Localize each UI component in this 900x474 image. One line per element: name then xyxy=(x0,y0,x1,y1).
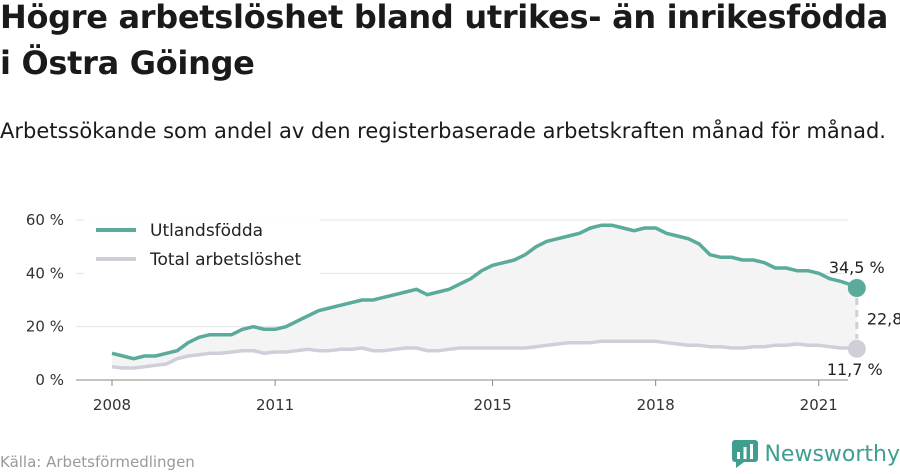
gap-label: 22,8 % xyxy=(867,309,900,328)
legend: Utlandsfödda Total arbetslöshet xyxy=(84,214,320,276)
legend-label-total: Total arbetslöshet xyxy=(149,250,302,270)
brand-name: Newsworthy xyxy=(764,441,900,467)
y-tick-label: 40 % xyxy=(26,264,64,282)
x-tick-label: 2018 xyxy=(637,396,675,414)
end-point-total xyxy=(847,339,866,358)
newsworthy-logo-icon xyxy=(732,440,759,468)
source-note: Källa: Arbetsförmedlingen xyxy=(0,453,195,471)
y-tick-label: 20 % xyxy=(26,318,64,336)
legend-label-utlandsfodda: Utlandsfödda xyxy=(150,221,263,241)
x-tick-label: 2015 xyxy=(473,396,511,414)
end-point-utlandsfodda xyxy=(847,279,866,297)
legend-background xyxy=(84,214,320,276)
axes: 2008 2011 2015 2018 2021 xyxy=(93,380,838,414)
y-tick-label: 60 % xyxy=(26,211,64,229)
line-chart: 0 % 20 % 40 % 60 % 2008 2011 2015 2018 2021 34,… xyxy=(26,211,900,414)
x-tick-label: 2011 xyxy=(256,396,294,414)
gap-area xyxy=(112,225,857,368)
annotations: 34,5 % 11,7 % 22,8 % xyxy=(827,258,900,379)
x-tick-label: 2021 xyxy=(800,396,838,414)
series-line-total xyxy=(111,339,857,370)
chart-subtitle: Arbetssökande som andel av den registerb… xyxy=(0,119,886,143)
end-label-utlandsfodda: 34,5 % xyxy=(829,258,885,277)
chart-title: Högre arbetslöshet bland utrikes- än inr… xyxy=(0,0,889,82)
brand-logo: Newsworthy xyxy=(732,440,900,468)
x-tick-label: 2008 xyxy=(93,396,131,414)
end-label-total: 11,7 % xyxy=(827,360,883,379)
series-line-utlandsfodda xyxy=(111,223,858,361)
y-tick-label: 0 % xyxy=(35,371,64,389)
